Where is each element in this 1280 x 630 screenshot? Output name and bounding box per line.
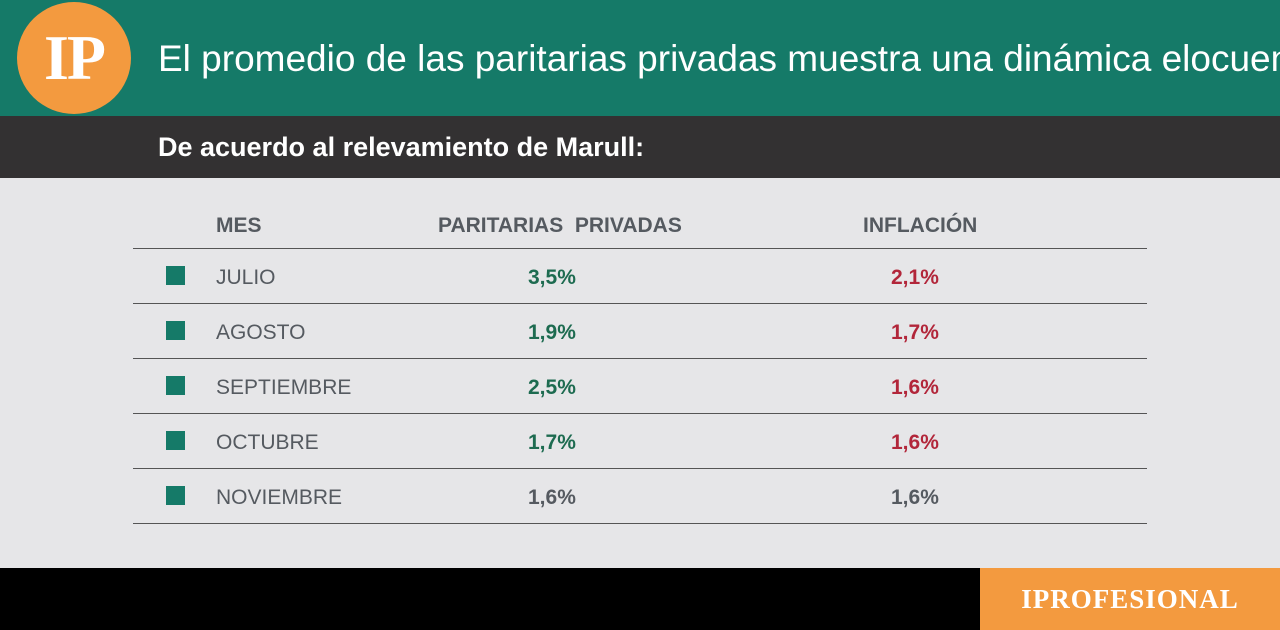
paritarias-value: 2,5% xyxy=(528,376,576,399)
table-header: MES PARITARIAS PRIVADAS INFLACIÓN xyxy=(133,200,1147,249)
column-header-paritarias: PARITARIAS PRIVADAS xyxy=(438,214,682,237)
inflacion-value: 1,6% xyxy=(891,486,939,509)
column-header-inflacion: INFLACIÓN xyxy=(863,214,978,237)
month-cell: AGOSTO xyxy=(216,321,306,344)
subheader-bar: De acuerdo al relevamiento de Marull: xyxy=(0,116,1280,178)
page-title: El promedio de las paritarias privadas m… xyxy=(158,38,1280,79)
table-row: AGOSTO 1,9% 1,7% xyxy=(133,304,1147,359)
table-body: JULIO 3,5% 2,1% AGOSTO 1,9% 1,7% SEPTIEMBRE 2,5… xyxy=(133,249,1147,524)
brand-logo: IPROFESIONAL xyxy=(980,568,1280,630)
month-cell: JULIO xyxy=(216,266,276,289)
table-row: OCTUBRE 1,7% 1,6% xyxy=(133,414,1147,469)
paritarias-value: 1,7% xyxy=(528,431,576,454)
row-bullet-icon xyxy=(166,376,185,395)
table-row: NOVIEMBRE 1,6% 1,6% xyxy=(133,469,1147,524)
paritarias-value: 1,9% xyxy=(528,321,576,344)
column-header-mes: MES xyxy=(216,214,262,237)
ip-logo: IP xyxy=(17,2,131,114)
month-cell: SEPTIEMBRE xyxy=(216,376,352,399)
paritarias-value: 3,5% xyxy=(528,266,576,289)
row-bullet-icon xyxy=(166,486,185,505)
table-row: SEPTIEMBRE 2,5% 1,6% xyxy=(133,359,1147,414)
month-cell: OCTUBRE xyxy=(216,431,319,454)
table-row: JULIO 3,5% 2,1% xyxy=(133,249,1147,304)
inflacion-value: 1,7% xyxy=(891,321,939,344)
header-bar: IP El promedio de las paritarias privada… xyxy=(0,0,1280,116)
row-bullet-icon xyxy=(166,321,185,340)
month-cell: NOVIEMBRE xyxy=(216,486,343,509)
footer-bar: IPROFESIONAL xyxy=(0,568,1280,630)
inflacion-value: 1,6% xyxy=(891,376,939,399)
data-table: MES PARITARIAS PRIVADAS INFLACIÓN JULIO 3… xyxy=(133,200,1147,524)
row-bullet-icon xyxy=(166,266,185,285)
inflacion-value: 1,6% xyxy=(891,431,939,454)
paritarias-value: 1,6% xyxy=(528,486,576,509)
inflacion-value: 2,1% xyxy=(891,266,939,289)
page-subtitle: De acuerdo al relevamiento de Marull: xyxy=(158,132,645,162)
row-bullet-icon xyxy=(166,431,185,450)
